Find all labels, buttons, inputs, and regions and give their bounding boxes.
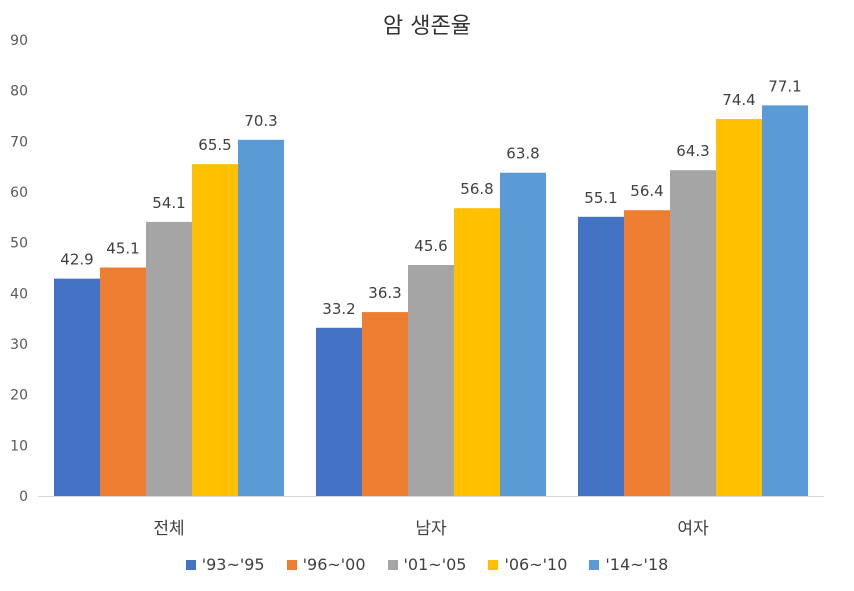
legend-swatch bbox=[185, 559, 196, 570]
category-label: 남자 bbox=[415, 519, 447, 539]
data-label: 77.1 bbox=[768, 77, 801, 95]
category-labels: 전체 남자 여자 bbox=[153, 519, 709, 539]
y-tick-label: 60 bbox=[10, 185, 28, 201]
category-label: 여자 bbox=[677, 519, 709, 539]
data-label: 45.1 bbox=[106, 239, 139, 257]
chart-title: 암 생존율 bbox=[383, 14, 471, 39]
legend-label: '14~'18 bbox=[605, 555, 669, 574]
data-label: 54.1 bbox=[152, 194, 185, 212]
bar bbox=[762, 105, 808, 497]
legend-item: '01~'05 bbox=[387, 555, 467, 574]
bar bbox=[362, 312, 408, 496]
legend-item: '96~'00 bbox=[286, 555, 366, 574]
legend-label: '06~'10 bbox=[504, 555, 568, 574]
legend: '93~'95 '96~'00 '01~'05 '06~'10 '14~'18 bbox=[0, 555, 854, 574]
bar bbox=[100, 267, 146, 496]
data-label: 70.3 bbox=[244, 112, 277, 130]
data-label: 45.6 bbox=[414, 237, 447, 255]
legend-swatch bbox=[387, 559, 398, 570]
legend-swatch bbox=[589, 559, 600, 570]
data-label: 36.3 bbox=[368, 284, 401, 302]
legend-label: '01~'05 bbox=[403, 555, 467, 574]
data-label: 74.4 bbox=[722, 91, 755, 109]
y-tick-label: 80 bbox=[10, 84, 28, 100]
data-label: 63.8 bbox=[506, 145, 539, 163]
legend-item: '93~'95 bbox=[185, 555, 265, 574]
bar bbox=[624, 210, 670, 497]
bar bbox=[500, 172, 546, 496]
legend-item: '14~'18 bbox=[589, 555, 668, 574]
y-tick-label: 0 bbox=[19, 489, 28, 505]
y-tick-label: 50 bbox=[10, 236, 28, 252]
data-label: 64.3 bbox=[676, 142, 709, 160]
bar bbox=[146, 221, 192, 497]
bar bbox=[716, 119, 762, 496]
bar bbox=[454, 208, 500, 497]
data-label: 65.5 bbox=[198, 136, 231, 154]
legend-swatch bbox=[286, 559, 297, 570]
legend-label: '93~'95 bbox=[201, 555, 265, 574]
legend-label: '96~'00 bbox=[302, 555, 366, 574]
y-tick-label: 30 bbox=[10, 337, 28, 353]
y-tick-label: 10 bbox=[10, 438, 28, 454]
legend-item: '06~'10 bbox=[488, 555, 567, 574]
y-axis-ticks: 0 10 20 30 40 50 60 70 80 90 bbox=[10, 33, 28, 505]
category-label: 전체 bbox=[153, 519, 184, 539]
bar bbox=[408, 264, 454, 496]
y-tick-label: 70 bbox=[10, 134, 28, 150]
bar bbox=[316, 327, 362, 496]
data-label: 56.8 bbox=[460, 180, 493, 198]
y-tick-label: 20 bbox=[10, 388, 28, 404]
y-tick-label: 90 bbox=[10, 33, 28, 49]
data-label: 33.2 bbox=[322, 300, 355, 318]
legend-swatch bbox=[488, 559, 499, 570]
bar bbox=[238, 139, 284, 496]
bar bbox=[192, 164, 238, 496]
bar bbox=[578, 216, 624, 496]
data-label: 56.4 bbox=[630, 182, 663, 200]
bar bbox=[670, 170, 716, 497]
data-labels: 42.9 45.1 54.1 65.5 70.3 33.2 36.3 45.6 56.8 63.8… bbox=[60, 77, 801, 317]
bars bbox=[54, 105, 808, 497]
data-label: 55.1 bbox=[584, 189, 617, 207]
data-label: 42.9 bbox=[60, 251, 93, 269]
y-tick-label: 40 bbox=[10, 286, 28, 302]
bar bbox=[54, 278, 100, 496]
